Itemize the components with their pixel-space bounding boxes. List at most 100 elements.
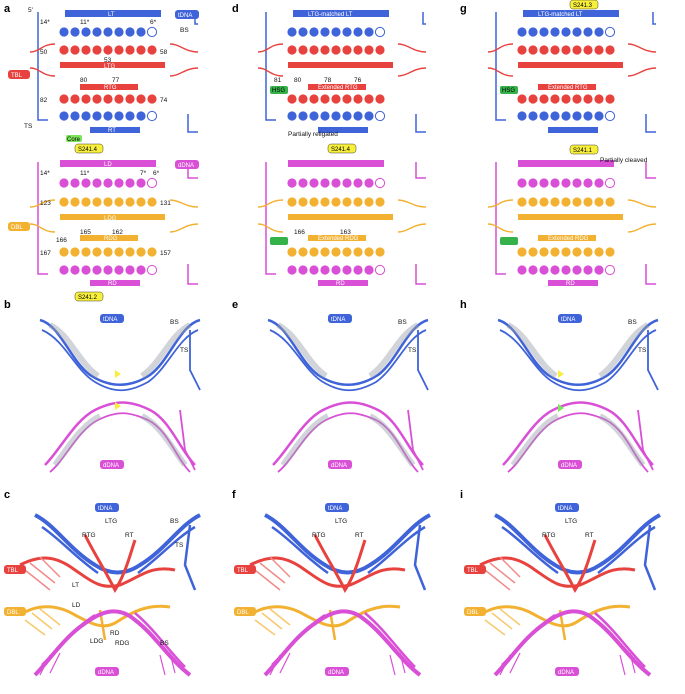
hsg-label: HSG — [272, 88, 285, 94]
ldg-label: LDG — [104, 216, 117, 222]
bs-label-c: BS — [170, 518, 179, 525]
ddna-label-f: dDNA — [328, 670, 344, 676]
bs-label: BS — [180, 27, 189, 34]
panel-label-d: d — [232, 3, 239, 15]
panel-label-f: f — [232, 489, 236, 501]
ddna-label-e: dDNA — [331, 463, 347, 469]
panel-b: b tDNA BS TS dDNA — [4, 299, 200, 472]
tdna-label-i: tDNA — [558, 506, 572, 512]
dbl-label-c: DBL — [7, 610, 19, 616]
panel-label-a: a — [4, 3, 11, 15]
ltg-matched-lt-label: LTG-matched LT — [308, 12, 353, 18]
num-166-d: 166 — [294, 229, 305, 236]
panel-h: h tDNA BS TS dDNA — [460, 299, 658, 472]
ltg-label-c: LTG — [105, 518, 117, 525]
rtg-label-i: RTG — [542, 532, 556, 539]
ltg-label: LTG — [104, 64, 116, 70]
ddna-label-c: dDNA — [98, 670, 114, 676]
panel-e: e tDNA BS TS dDNA — [232, 299, 428, 472]
extended-rdg-label: Extended RDG — [318, 236, 359, 242]
num-74: 74 — [160, 97, 168, 104]
pos-6-star: 6* — [150, 19, 157, 26]
panel-label-h: h — [460, 299, 467, 311]
tdna-label-f: tDNA — [328, 506, 342, 512]
panel-c: c tDNA LTG RTG RT BS TS TBL LT LD DBL RD… — [4, 489, 202, 677]
tbl-label: TBL — [11, 73, 23, 79]
s241-4-label: S241.4 — [78, 147, 98, 153]
tdna-label-h: tDNA — [561, 317, 575, 323]
num-166: 166 — [56, 237, 67, 244]
rtg-label: RTG — [104, 85, 117, 91]
s241-2-label: S241.2 — [78, 295, 98, 301]
rd-label: RD — [108, 281, 117, 287]
panel-label-e: e — [232, 299, 238, 311]
dbl-label: DBL — [11, 225, 23, 231]
num-131: 131 — [160, 200, 171, 207]
rtg-label-c: RTG — [82, 532, 96, 539]
num-162: 162 — [112, 229, 123, 236]
ts-label-e: TS — [408, 347, 417, 354]
ddna-label: dDNA — [178, 163, 194, 169]
panel-label-i: i — [460, 489, 463, 501]
rd-label-c: RD — [110, 630, 120, 637]
num-165: 165 — [80, 229, 91, 236]
ldg-label-c: LDG — [90, 638, 103, 645]
ld-label: LD — [104, 162, 112, 168]
five-prime-label: 5′ — [28, 7, 34, 14]
num-82: 82 — [40, 97, 48, 104]
hsg-label-g: HSG — [502, 88, 515, 94]
num-76: 76 — [354, 77, 362, 84]
bs-label-c2: BS — [160, 640, 169, 647]
ld-label-c: LD — [72, 602, 81, 609]
panel-g: g S241.3 LTG-matched LT HSG Extended RTG… — [460, 0, 657, 287]
panel-f: f tDNA LTG RTG RT TBL DBL dDNA — [232, 489, 432, 677]
num-50: 50 — [40, 49, 48, 56]
pos-11-star: 11* — [80, 19, 90, 26]
pos-14-star: 14* — [40, 19, 50, 26]
num-157: 157 — [160, 250, 171, 257]
partially-cleaved: Partially cleaved — [600, 157, 648, 164]
ts-label-h: TS — [638, 347, 647, 354]
extended-rtg-label: Extended RTG — [318, 85, 358, 91]
panel-label-g: g — [460, 3, 467, 15]
rtg-label-f: RTG — [312, 532, 326, 539]
ddna-label-i: dDNA — [558, 670, 574, 676]
rd-label-d: RD — [336, 281, 345, 287]
s241-3-label: S241.3 — [573, 3, 593, 9]
num-123: 123 — [40, 200, 51, 207]
tdna-label-b: tDNA — [103, 317, 117, 323]
tbl-label-i: TBL — [467, 568, 479, 574]
ts-label-b: TS — [180, 347, 189, 354]
ltg-label-f: LTG — [335, 518, 347, 525]
num-81: 81 — [274, 77, 282, 84]
rd-label-g: RD — [566, 281, 575, 287]
core-label: Core — [67, 137, 81, 143]
dbl-label-f: DBL — [237, 610, 249, 616]
tdna-label-e: tDNA — [331, 317, 345, 323]
ld-14-star: 14* — [40, 170, 50, 177]
num-53: 53 — [104, 57, 112, 64]
num-77: 77 — [112, 77, 120, 84]
num-167: 167 — [40, 250, 51, 257]
extended-rtg-label-g: Extended RTG — [548, 85, 588, 91]
partially-religated: Partially religated — [288, 131, 338, 138]
rdg-label: RDG — [104, 236, 118, 242]
panel-label-c: c — [4, 489, 10, 501]
ld-6-star: 6* — [153, 170, 160, 177]
tbl-label-c: TBL — [7, 568, 19, 574]
lt-label: LT — [108, 12, 115, 18]
s241-1-label: S241.1 — [573, 148, 593, 154]
num-80-d: 80 — [294, 77, 302, 84]
rdg-label-c: RDG — [115, 640, 129, 647]
bs-label-h: BS — [628, 319, 637, 326]
extended-rdg-label-g: Extended RDG — [548, 236, 589, 242]
bs-label-e: BS — [398, 319, 407, 326]
ts-label-c: TS — [175, 542, 184, 549]
bs-label-b: BS — [170, 319, 179, 326]
num-78: 78 — [324, 77, 332, 84]
ddna-label-b: dDNA — [103, 463, 119, 469]
rt-label-c: RT — [125, 532, 134, 539]
num-58: 58 — [160, 49, 168, 56]
num-163: 163 — [340, 229, 351, 236]
